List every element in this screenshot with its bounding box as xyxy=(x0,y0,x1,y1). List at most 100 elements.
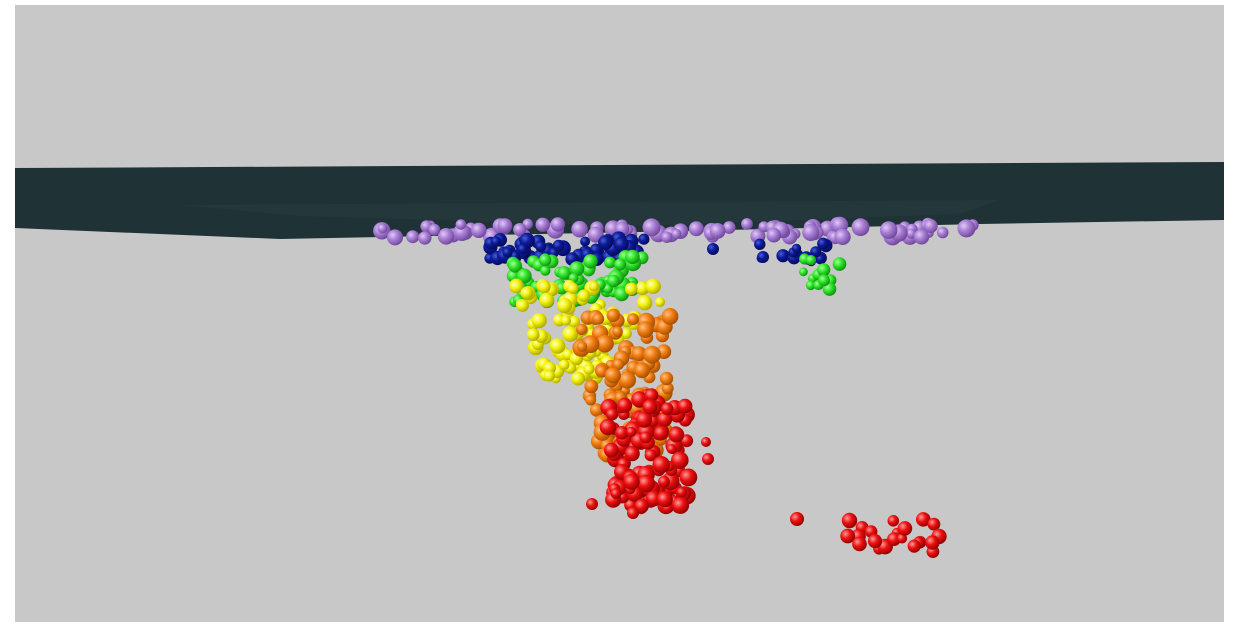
event-sphere xyxy=(558,359,570,371)
event-sphere xyxy=(702,453,714,465)
event-sphere xyxy=(613,236,629,252)
event-sphere xyxy=(923,219,938,234)
event-sphere xyxy=(437,228,455,245)
event-sphere xyxy=(925,535,940,550)
event-sphere xyxy=(516,299,529,312)
event-sphere xyxy=(791,243,802,254)
event-sphere xyxy=(661,231,673,243)
event-sphere xyxy=(645,278,661,294)
event-sphere xyxy=(598,235,613,250)
event-sphere xyxy=(535,240,547,252)
event-sphere xyxy=(585,394,597,406)
event-sphere xyxy=(776,249,790,263)
event-sphere xyxy=(637,474,655,493)
event-sphere xyxy=(588,281,599,292)
event-sphere xyxy=(701,437,711,447)
event-sphere xyxy=(644,449,657,462)
event-sphere xyxy=(672,496,690,514)
event-sphere xyxy=(802,223,820,241)
event-sphere xyxy=(637,321,654,339)
event-sphere xyxy=(818,274,830,287)
event-sphere xyxy=(722,221,736,234)
event-sphere xyxy=(657,411,673,427)
event-sphere xyxy=(606,308,620,322)
event-sphere xyxy=(620,328,632,339)
event-sphere xyxy=(658,475,670,488)
event-sphere xyxy=(584,379,599,394)
event-sphere xyxy=(428,223,441,236)
event-sphere xyxy=(612,358,625,370)
event-sphere xyxy=(567,282,579,294)
event-sphere xyxy=(583,364,594,375)
event-sphere xyxy=(610,488,622,499)
event-sphere xyxy=(377,223,388,234)
event-sphere xyxy=(576,323,588,335)
event-sphere xyxy=(471,222,487,238)
event-sphere xyxy=(655,297,665,307)
event-sphere xyxy=(851,218,870,237)
event-sphere xyxy=(589,403,604,417)
event-sphere xyxy=(592,312,605,325)
event-cloud xyxy=(373,216,979,558)
event-sphere xyxy=(624,446,640,462)
event-sphere xyxy=(557,266,572,280)
event-sphere xyxy=(653,425,669,441)
event-sphere xyxy=(577,289,591,303)
event-sphere xyxy=(659,371,674,386)
event-sphere xyxy=(688,221,704,237)
event-sphere xyxy=(418,231,432,245)
event-sphere xyxy=(580,236,591,247)
event-sphere xyxy=(513,223,527,237)
event-sphere xyxy=(612,326,623,337)
event-sphere xyxy=(571,371,585,386)
event-sphere xyxy=(406,230,420,244)
event-sphere xyxy=(631,346,647,362)
event-sphere xyxy=(627,507,639,519)
event-sphere xyxy=(539,292,555,308)
event-sphere xyxy=(840,528,856,544)
event-sphere xyxy=(636,411,653,428)
event-sphere xyxy=(867,534,883,549)
event-sphere xyxy=(623,473,640,490)
event-sphere xyxy=(535,217,550,232)
event-sphere xyxy=(643,345,661,364)
event-sphere xyxy=(634,362,650,379)
event-sphere xyxy=(497,218,513,234)
event-sphere xyxy=(626,426,637,437)
event-sphere xyxy=(552,239,565,252)
event-sphere xyxy=(618,371,636,389)
event-sphere xyxy=(539,253,552,267)
event-sphere xyxy=(520,286,533,300)
event-sphere xyxy=(652,456,670,474)
event-sphere xyxy=(668,426,685,443)
surface-shading xyxy=(180,200,1000,226)
event-sphere xyxy=(805,255,817,266)
event-sphere xyxy=(634,498,649,514)
event-sphere xyxy=(387,229,403,246)
event-sphere xyxy=(677,398,693,414)
event-sphere xyxy=(586,498,598,510)
event-sphere xyxy=(661,308,679,325)
event-sphere xyxy=(550,217,565,232)
event-sphere xyxy=(897,521,913,536)
event-sphere xyxy=(896,533,908,544)
event-sphere xyxy=(537,280,551,294)
event-sphere xyxy=(834,228,851,245)
event-sphere xyxy=(540,265,551,276)
event-sphere xyxy=(624,282,638,296)
event-sphere xyxy=(516,268,532,284)
event-sphere xyxy=(549,338,566,354)
event-sphere xyxy=(927,517,941,531)
event-sphere xyxy=(916,512,931,527)
event-sphere xyxy=(571,220,588,238)
event-sphere xyxy=(562,326,579,342)
event-sphere xyxy=(642,218,661,237)
event-sphere xyxy=(832,257,847,271)
event-sphere xyxy=(656,491,673,508)
event-sphere xyxy=(617,397,633,413)
event-sphere xyxy=(568,315,580,328)
event-sphere xyxy=(805,280,816,291)
event-sphere xyxy=(741,218,753,230)
